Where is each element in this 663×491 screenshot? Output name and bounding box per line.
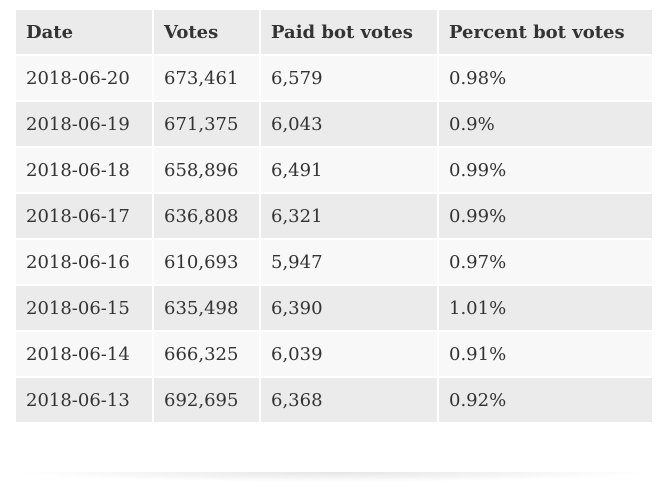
- table-header: Date Votes Paid bot votes Percent bot vo…: [16, 10, 652, 54]
- bot-votes-table-container: Date Votes Paid bot votes Percent bot vo…: [16, 10, 652, 422]
- cell-date: 2018-06-18: [16, 148, 152, 192]
- cell-date: 2018-06-19: [16, 102, 152, 146]
- cell-date: 2018-06-20: [16, 56, 152, 100]
- cell-date: 2018-06-14: [16, 332, 152, 376]
- bottom-shadow-divider: [14, 472, 654, 482]
- cell-paid-bot-votes: 6,491: [261, 148, 437, 192]
- table-row: 2018-06-19 671,375 6,043 0.9%: [16, 102, 652, 146]
- table-row: 2018-06-16 610,693 5,947 0.97%: [16, 240, 652, 284]
- cell-date: 2018-06-13: [16, 378, 152, 422]
- header-date: Date: [16, 10, 152, 54]
- cell-paid-bot-votes: 6,043: [261, 102, 437, 146]
- cell-votes: 673,461: [154, 56, 259, 100]
- table-row: 2018-06-20 673,461 6,579 0.98%: [16, 56, 652, 100]
- cell-percent-bot-votes: 1.01%: [439, 286, 652, 330]
- cell-date: 2018-06-16: [16, 240, 152, 284]
- header-paid-bot-votes: Paid bot votes: [261, 10, 437, 54]
- cell-paid-bot-votes: 6,368: [261, 378, 437, 422]
- cell-paid-bot-votes: 6,039: [261, 332, 437, 376]
- cell-percent-bot-votes: 0.97%: [439, 240, 652, 284]
- cell-paid-bot-votes: 6,390: [261, 286, 437, 330]
- cell-votes: 635,498: [154, 286, 259, 330]
- cell-votes: 636,808: [154, 194, 259, 238]
- cell-percent-bot-votes: 0.9%: [439, 102, 652, 146]
- cell-date: 2018-06-15: [16, 286, 152, 330]
- cell-paid-bot-votes: 6,579: [261, 56, 437, 100]
- table-body: 2018-06-20 673,461 6,579 0.98% 2018-06-1…: [16, 56, 652, 422]
- cell-percent-bot-votes: 0.99%: [439, 194, 652, 238]
- cell-percent-bot-votes: 0.91%: [439, 332, 652, 376]
- table-row: 2018-06-17 636,808 6,321 0.99%: [16, 194, 652, 238]
- table-row: 2018-06-18 658,896 6,491 0.99%: [16, 148, 652, 192]
- cell-votes: 666,325: [154, 332, 259, 376]
- table-row: 2018-06-15 635,498 6,390 1.01%: [16, 286, 652, 330]
- header-votes: Votes: [154, 10, 259, 54]
- header-row: Date Votes Paid bot votes Percent bot vo…: [16, 10, 652, 54]
- cell-date: 2018-06-17: [16, 194, 152, 238]
- cell-votes: 658,896: [154, 148, 259, 192]
- cell-votes: 692,695: [154, 378, 259, 422]
- bot-votes-table: Date Votes Paid bot votes Percent bot vo…: [14, 8, 654, 424]
- cell-percent-bot-votes: 0.92%: [439, 378, 652, 422]
- table-row: 2018-06-14 666,325 6,039 0.91%: [16, 332, 652, 376]
- cell-paid-bot-votes: 5,947: [261, 240, 437, 284]
- cell-percent-bot-votes: 0.99%: [439, 148, 652, 192]
- cell-percent-bot-votes: 0.98%: [439, 56, 652, 100]
- cell-votes: 671,375: [154, 102, 259, 146]
- header-percent-bot-votes: Percent bot votes: [439, 10, 652, 54]
- table-row: 2018-06-13 692,695 6,368 0.92%: [16, 378, 652, 422]
- cell-paid-bot-votes: 6,321: [261, 194, 437, 238]
- cell-votes: 610,693: [154, 240, 259, 284]
